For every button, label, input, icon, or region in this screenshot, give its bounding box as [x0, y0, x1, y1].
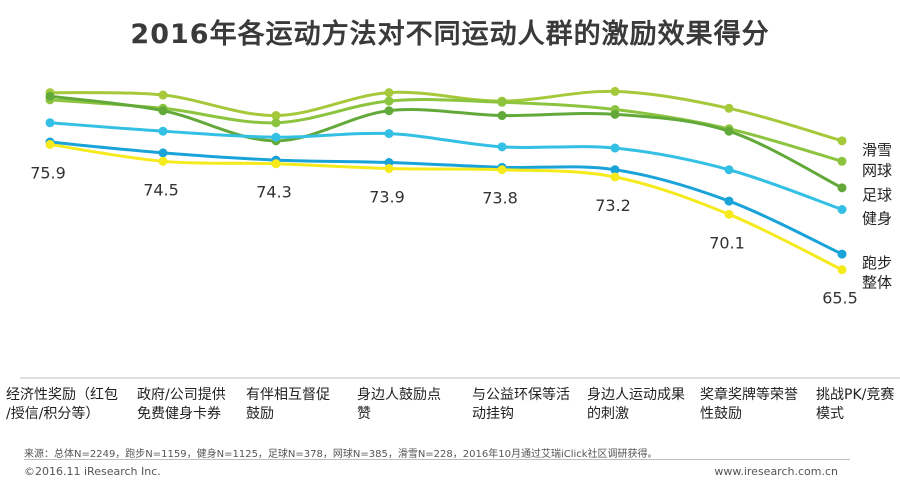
data-point-1-2 [271, 118, 281, 128]
data-point-3-5 [610, 143, 620, 153]
data-point-0-1 [158, 90, 168, 100]
data-point-5-4 [497, 165, 507, 175]
data-point-5-2 [271, 159, 281, 169]
x-tick-label-line: 身边人鼓励点 [357, 387, 441, 403]
x-tick-label-6: 奖章奖牌等荣誉 性鼓励 [700, 386, 798, 424]
x-tick-label-1: 政府/公司提供 免费健身卡券 [137, 386, 226, 424]
x-tick-label-3: 身边人鼓励点赞 [357, 386, 441, 424]
data-label-3: 73.9 [369, 188, 405, 207]
footer-divider [24, 459, 850, 460]
x-tick-label-line: 动挂钩 [472, 406, 514, 422]
data-point-3-4 [497, 142, 507, 152]
data-point-0-6 [724, 103, 734, 113]
data-label-6: 70.1 [709, 233, 745, 252]
x-tick-label-line: 身边人运动成果 [587, 387, 685, 403]
legend-label-5: 整体 [862, 274, 892, 292]
data-point-5-1 [158, 156, 168, 166]
legend-label-3: 健身 [862, 210, 892, 228]
x-tick-label-line: 奖章奖牌等荣誉 [700, 387, 798, 403]
x-tick-label-2: 有伴相互督促 鼓励 [246, 386, 330, 424]
x-tick-label-line: 性鼓励 [700, 406, 742, 422]
x-tick-label-line: 免费健身卡券 [137, 406, 221, 422]
data-label-0: 75.9 [30, 163, 66, 182]
series-line-0 [49, 89, 843, 143]
data-point-3-6 [724, 165, 734, 175]
data-point-1-7 [837, 156, 847, 166]
data-point-4-1 [158, 148, 168, 158]
data-point-0-5 [610, 86, 620, 96]
data-point-2-0 [45, 91, 55, 101]
x-tick-label-4: 与公益环保等活 动挂钩 [472, 386, 570, 424]
data-point-5-7 [837, 265, 847, 275]
data-point-5-3 [384, 164, 394, 174]
data-point-5-0 [45, 139, 55, 149]
data-point-3-0 [45, 118, 55, 128]
data-point-2-5 [610, 109, 620, 119]
data-point-4-5 [610, 165, 620, 175]
data-point-1-3 [384, 96, 394, 106]
x-tick-label-line: 政府/公司提供 [137, 387, 226, 403]
legend-label-4: 跑步 [862, 254, 892, 272]
legend-label-2: 足球 [862, 186, 892, 204]
series-line-2 [49, 94, 843, 190]
data-point-3-7 [837, 205, 847, 214]
chart-title: 2016年各运动方法对不同运动人群的激励效果得分 [130, 19, 770, 50]
data-point-4-7 [837, 249, 847, 259]
data-label-2: 74.3 [256, 183, 292, 202]
data-point-3-2 [271, 132, 281, 142]
data-point-5-6 [724, 209, 734, 219]
data-point-0-7 [837, 136, 847, 146]
x-tick-label-line: 赞 [357, 406, 371, 422]
x-tick-label-5: 身边人运动成果 的刺激 [587, 386, 685, 424]
copyright-text: ©2016.11 iResearch Inc. [24, 465, 161, 478]
x-tick-label-line: 的刺激 [587, 406, 629, 422]
x-tick-label-line: 有伴相互督促 [246, 387, 330, 403]
source-note: 来源：总体N=2249，跑步N=1159，健身N=1125，足球N=378，网球… [24, 449, 658, 460]
data-point-0-3 [384, 88, 394, 98]
x-tick-label-line: 与公益环保等活 [472, 387, 570, 403]
x-tick-label-line: 经济性奖励（红包 [6, 387, 118, 403]
legend-label-0: 滑雪 [862, 141, 892, 159]
data-point-5-5 [610, 172, 620, 182]
x-tick-label-line: 模式 [816, 406, 844, 422]
legend-label-1: 网球 [862, 161, 892, 179]
x-tick-label-line: 鼓励 [246, 406, 274, 422]
x-tick-label-line: /授信/积分等） [6, 406, 100, 422]
series-line-3 [49, 121, 843, 211]
data-point-3-3 [384, 129, 394, 139]
x-tick-label-0: 经济性奖励（红包/授信/积分等） [6, 386, 118, 424]
data-label-7: 65.5 [822, 289, 858, 308]
data-point-2-1 [158, 106, 168, 116]
data-label-5: 73.2 [595, 196, 631, 215]
data-label-4: 73.8 [482, 189, 518, 208]
data-label-1: 74.5 [143, 180, 179, 199]
x-tick-label-line: 挑战PK/竞赛 [816, 387, 895, 403]
data-point-3-1 [158, 126, 168, 136]
x-tick-label-7: 挑战PK/竞赛 模式 [816, 386, 894, 424]
data-point-2-4 [497, 111, 507, 121]
data-point-0-2 [271, 111, 281, 121]
data-point-2-7 [837, 183, 847, 193]
data-point-2-3 [384, 106, 394, 116]
data-point-4-6 [724, 196, 734, 206]
data-point-2-6 [724, 126, 734, 136]
website-link[interactable]: www.iresearch.com.cn [714, 465, 838, 478]
data-point-1-4 [497, 97, 507, 107]
